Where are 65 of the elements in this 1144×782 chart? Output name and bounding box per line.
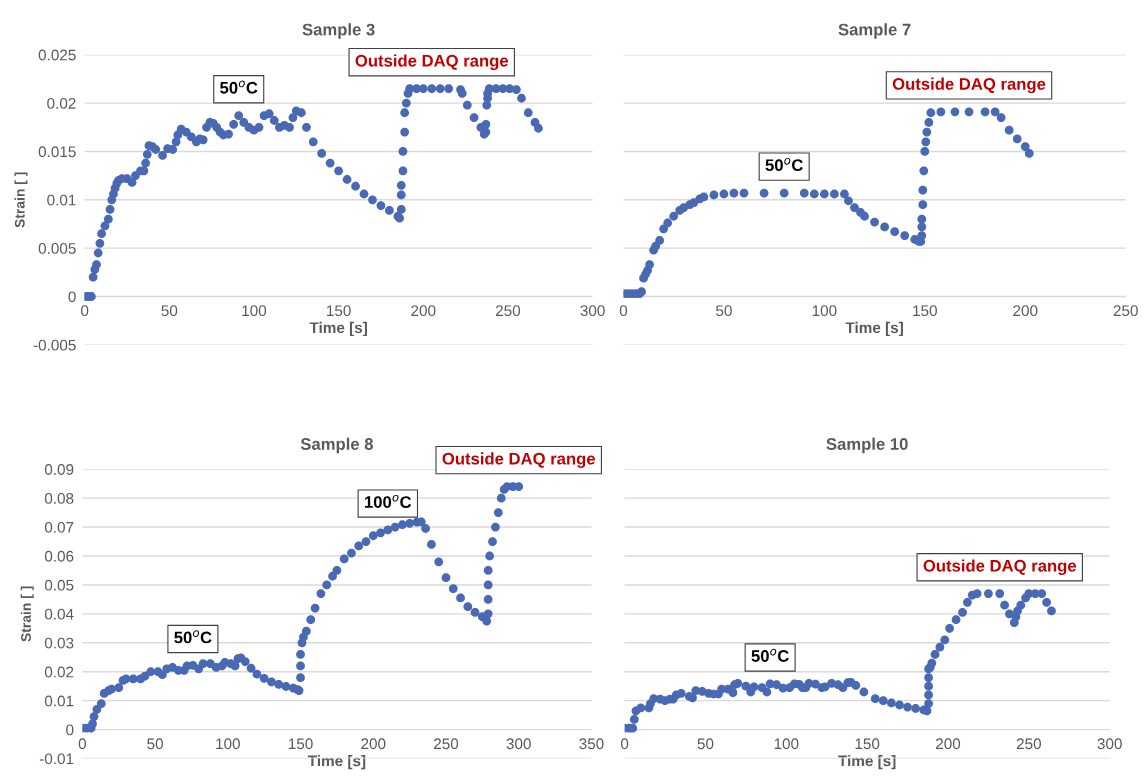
y-tick-label: -0.01	[39, 753, 74, 765]
x-tick-label: 250	[434, 738, 459, 750]
annotation: 100$^{o}$C	[365, 494, 412, 508]
x-tick-label: 150	[288, 738, 313, 750]
y-axis-title: Strain [ ]	[20, 586, 34, 642]
x-tick-label: 300	[506, 738, 531, 750]
y-tick-label: 0.005	[38, 243, 76, 254]
x-tick-label: 0	[81, 305, 89, 317]
x-tick-label: 100	[216, 738, 240, 750]
y-tick-label: 0	[66, 724, 74, 736]
x-axis-title: Time [s]	[307, 754, 366, 770]
x-tick-label: 250	[495, 305, 521, 317]
annotation: 50$^{o}$C	[751, 648, 789, 662]
y-tick-label: 0.01	[47, 194, 76, 206]
x-tick-label: 50	[147, 738, 163, 750]
y-tick-label: 0.01	[44, 695, 74, 707]
x-tick-label: 200	[411, 305, 436, 317]
y-axis-title: Strain [ ]	[14, 172, 28, 228]
x-axis-title: Time [s]	[838, 754, 896, 770]
y-tick-label: 0.03	[44, 637, 74, 649]
annotation: Outside DAQ range	[892, 77, 1046, 94]
x-tick-label: 200	[361, 738, 386, 750]
x-axis-title: Time [s]	[309, 321, 367, 337]
y-tick-label: 0.05	[44, 579, 74, 591]
annotation: Outside DAQ range	[442, 452, 596, 468]
x-tick-label: 200	[1013, 305, 1038, 317]
x-tick-label: 50	[697, 738, 714, 750]
chart-title: Sample 3	[302, 23, 375, 39]
chart-title: Sample 7	[838, 23, 911, 39]
x-tick-label: 100	[774, 738, 799, 750]
annotation: 50$^{o}$C	[220, 80, 258, 94]
x-tick-label: 300	[1097, 738, 1122, 750]
x-tick-label: 350	[579, 738, 604, 750]
y-tick-label: 0.015	[38, 146, 76, 158]
x-tick-label: 0	[78, 738, 87, 750]
y-tick-label: 0.02	[44, 666, 74, 678]
x-tick-label: 250	[1113, 305, 1138, 317]
chart-title: Sample 8	[300, 437, 373, 454]
x-tick-label: 150	[855, 738, 880, 750]
y-tick-label: 0.04	[44, 608, 74, 620]
x-tick-label: 100	[812, 305, 837, 317]
y-tick-label: 0.07	[44, 521, 74, 533]
x-tick-label: 0	[620, 738, 629, 750]
x-tick-label: 150	[913, 305, 937, 317]
annotation: Outside DAQ range	[355, 54, 509, 70]
x-axis-title: Time [s]	[845, 321, 903, 337]
x-tick-label: 50	[161, 305, 178, 317]
x-tick-label: 100	[242, 305, 267, 317]
annotation: 50$^{o}$C	[765, 157, 803, 172]
y-tick-label: -0.005	[33, 339, 76, 351]
x-tick-label: 300	[580, 305, 605, 317]
y-tick-label: 0	[68, 291, 76, 303]
annotation: 50$^{o}$C	[174, 630, 212, 644]
chart-title: Sample 10	[826, 437, 908, 454]
y-tick-label: 0.02	[47, 97, 76, 109]
y-tick-label: 0.09	[44, 464, 74, 475]
x-tick-label: 250	[1016, 738, 1041, 750]
x-tick-label: 0	[619, 305, 628, 317]
x-tick-label: 150	[327, 305, 351, 317]
x-tick-label: 200	[936, 738, 961, 750]
y-tick-label: 0.06	[44, 550, 74, 562]
y-tick-label: 0.08	[44, 493, 74, 504]
y-tick-label: 0.025	[38, 49, 76, 61]
x-tick-label: 50	[716, 305, 732, 317]
annotation: Outside DAQ range	[923, 559, 1077, 576]
